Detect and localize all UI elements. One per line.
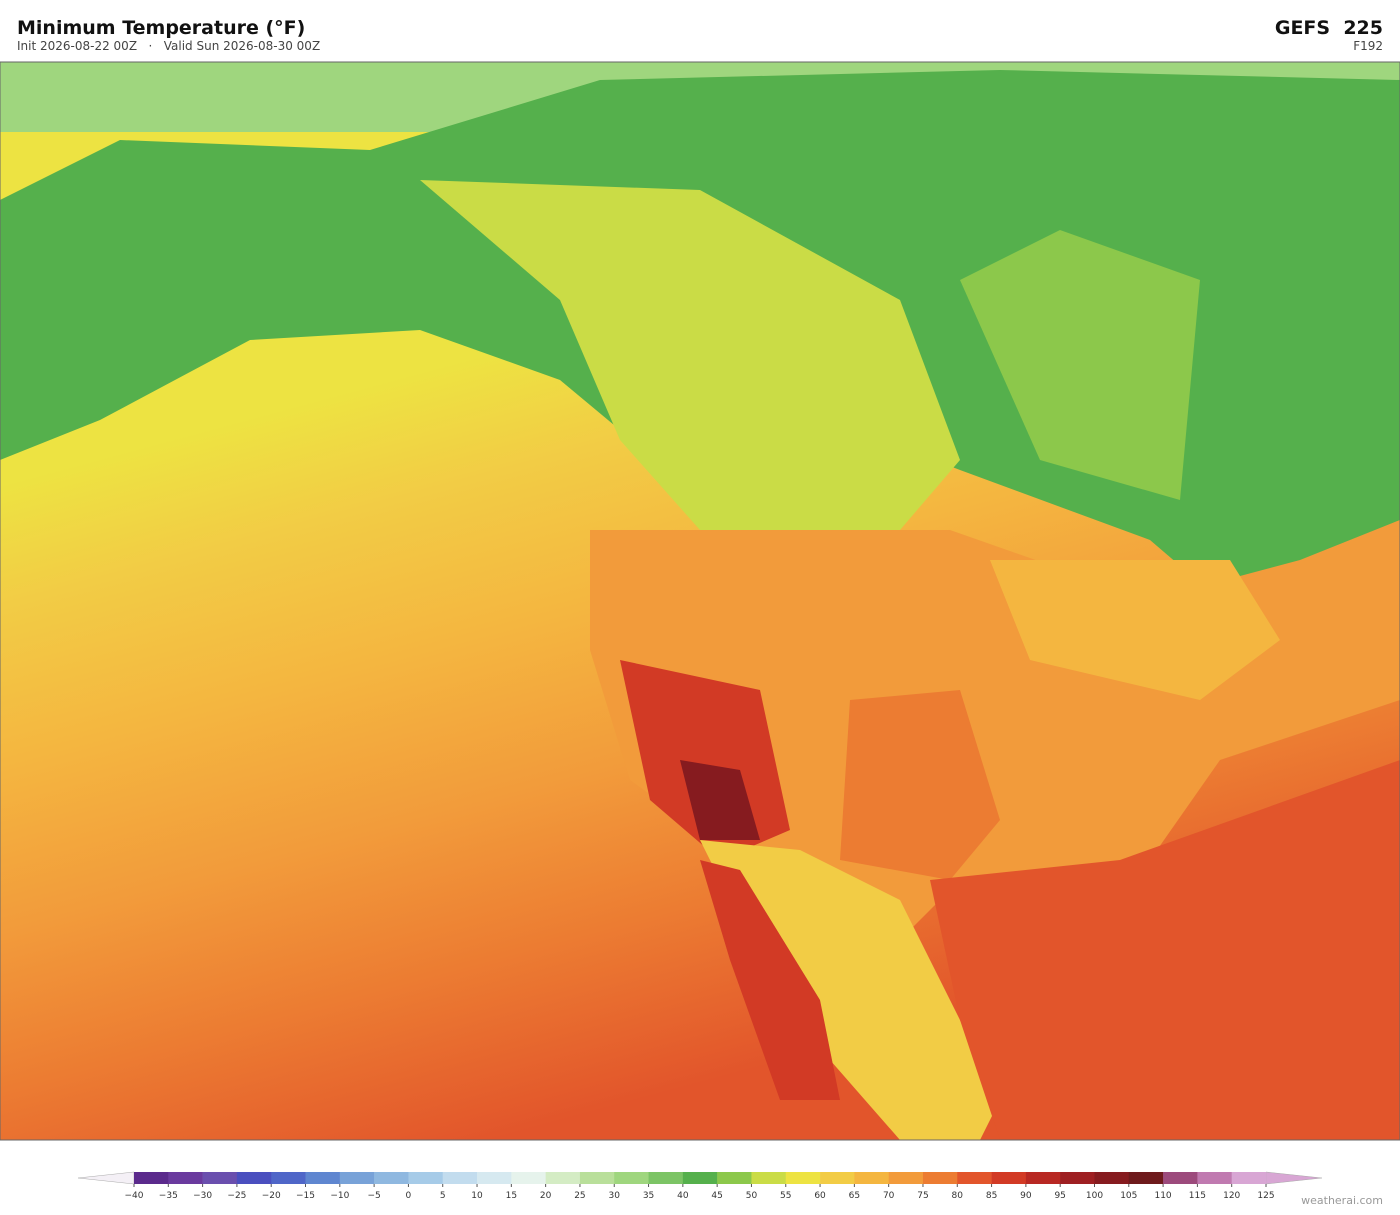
colorbar-tick-label: −40 (125, 1191, 144, 1201)
colorbar-tick-label: 85 (986, 1191, 997, 1201)
colorbar-bin (751, 1172, 787, 1184)
colorbar-bin (1231, 1172, 1267, 1184)
colorbar-bin (408, 1172, 444, 1184)
gulf-atlantic (930, 760, 1400, 1140)
colorbar-tick-label: 110 (1154, 1191, 1171, 1201)
colorbar-tick-label: 15 (506, 1191, 517, 1201)
colorbar-bin (374, 1172, 409, 1184)
colorbar-tick-label: 0 (406, 1191, 412, 1201)
colorbar-tick-label: −10 (330, 1191, 349, 1201)
colorbar-tick-label: 5 (440, 1191, 446, 1201)
colorbar-bin (1197, 1172, 1232, 1184)
colorbar-bin (202, 1172, 238, 1184)
colorbar-bin (442, 1172, 478, 1184)
colorbar-tick-label: 75 (917, 1191, 928, 1201)
northeast (990, 560, 1280, 700)
colorbar-bin (888, 1172, 924, 1184)
colorbar-tick-label: 70 (883, 1191, 895, 1201)
colorbar-tick-label: 10 (471, 1191, 483, 1201)
colorbar-bin (339, 1172, 375, 1184)
colorbar-bin (168, 1172, 203, 1184)
colorbar-tick-label: 65 (849, 1191, 860, 1201)
colorbar-tick-label: −30 (193, 1191, 212, 1201)
colorbar-tick-label: 105 (1120, 1191, 1137, 1201)
colorbar-bin (991, 1172, 1027, 1184)
colorbar-bin (579, 1172, 615, 1184)
colorbar-tick-label: 40 (677, 1191, 689, 1201)
colorbar-tick-label: 95 (1054, 1191, 1065, 1201)
colorbar-tick-label: 120 (1223, 1191, 1240, 1201)
colorbar-tick-label: 100 (1086, 1191, 1103, 1201)
watermark: weatherai.com (1301, 1194, 1383, 1207)
map-frame (0, 61, 1400, 1141)
prairies (420, 180, 960, 530)
colorbar-tick-label: 60 (814, 1191, 826, 1201)
colorbar: −40 −35 −30 −25 −20 −15 −10 −5 0 5 10 15 20 25 30 35 40 4… (77, 1171, 1323, 1201)
colorbar-bin (785, 1172, 821, 1184)
colorbar-over (1265, 1171, 1323, 1185)
colorbar-tick-label: 50 (746, 1191, 758, 1201)
colorbar-bin (1163, 1172, 1198, 1184)
title: Minimum Temperature (°F) (17, 17, 305, 39)
model-label: GEFS 225 (1275, 17, 1383, 39)
colorbar-bin (236, 1172, 272, 1184)
map (0, 61, 1400, 1141)
colorbar-bin (854, 1172, 889, 1184)
colorbar-bin (511, 1172, 546, 1184)
colorbar-tick-label: 115 (1189, 1191, 1206, 1201)
colorbar-bin (1060, 1172, 1095, 1184)
colorbar-tick-label: 55 (780, 1191, 791, 1201)
southern-plains (840, 690, 1000, 880)
colorbar-bin (1094, 1172, 1130, 1184)
colorbar-bin (648, 1172, 684, 1184)
colorbar-bin (682, 1172, 718, 1184)
colorbar-bin (957, 1172, 992, 1184)
colorbar-tick-label: 35 (643, 1191, 654, 1201)
colorbar-bin (922, 1172, 958, 1184)
colorbar-tick-label: 80 (952, 1191, 964, 1201)
colorbar-bin (1128, 1172, 1164, 1184)
colorbar-tick-label: 45 (711, 1191, 722, 1201)
colorbar-bin (305, 1172, 341, 1184)
colorbar-bin (614, 1172, 649, 1184)
colorbar-bin (545, 1172, 581, 1184)
mexico (700, 840, 1000, 1140)
subtitle: Init 2026-08-22 00Z · Valid Sun 2026-08-… (17, 39, 320, 53)
colorbar-tick-label: −25 (227, 1191, 246, 1201)
colorbar-tick-label: −15 (296, 1191, 315, 1201)
colorbar-tick-label: 125 (1257, 1191, 1274, 1201)
desert-hot-spot (680, 760, 760, 840)
colorbar-tick-label: 90 (1020, 1191, 1032, 1201)
colorbar-under (77, 1171, 135, 1185)
hudson (960, 230, 1200, 500)
colorbar-bin (1025, 1172, 1061, 1184)
colorbar-bin (820, 1172, 855, 1184)
colorbar-tick-label: −20 (262, 1191, 281, 1201)
colorbar-bin (477, 1172, 512, 1184)
forecast-hour: F192 (1353, 39, 1383, 53)
colorbar-tick-label: 20 (540, 1191, 552, 1201)
colorbar-bin (717, 1172, 752, 1184)
colorbar-bin (271, 1172, 306, 1184)
colorbar-tick-label: 30 (609, 1191, 621, 1201)
colorbar-bin (134, 1172, 169, 1184)
colorbar-tick-label: −35 (159, 1191, 178, 1201)
colorbar-tick-label: −5 (367, 1191, 380, 1201)
baja-coast (700, 860, 840, 1100)
colorbar-tick-label: 25 (574, 1191, 585, 1201)
